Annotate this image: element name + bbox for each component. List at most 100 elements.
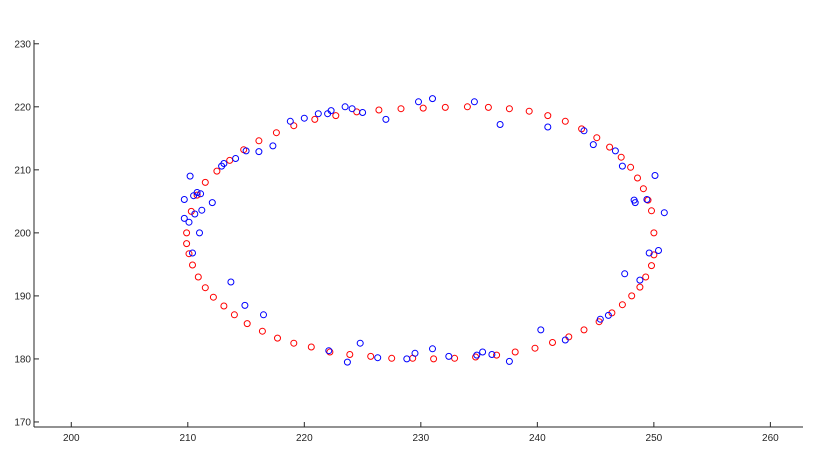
data-point <box>201 178 209 186</box>
data-point <box>403 355 411 363</box>
data-point <box>636 283 644 291</box>
data-point <box>397 105 405 113</box>
data-point <box>618 162 626 170</box>
data-point <box>511 348 519 356</box>
y-tick-label: 210 <box>14 165 31 176</box>
data-point <box>648 207 655 215</box>
data-point <box>290 339 298 347</box>
x-tick-label: 210 <box>179 433 196 444</box>
x-tick-label: 250 <box>646 433 663 444</box>
data-point <box>606 143 614 151</box>
data-point <box>589 141 597 149</box>
data-point <box>549 339 556 346</box>
data-point <box>473 351 481 359</box>
data-point <box>537 326 545 334</box>
data-point <box>660 209 668 217</box>
plot-area <box>180 95 668 366</box>
data-point <box>307 343 315 351</box>
y-tick-label: 220 <box>14 102 31 113</box>
data-point <box>561 117 569 125</box>
data-point <box>429 345 436 353</box>
data-point <box>650 229 658 237</box>
data-point <box>194 273 202 281</box>
data-point <box>290 122 298 130</box>
data-point <box>209 293 217 301</box>
data-point <box>227 278 235 286</box>
data-point <box>189 261 196 269</box>
y-tick-label: 200 <box>14 228 31 239</box>
x-tick-label: 230 <box>412 433 429 444</box>
data-point <box>367 352 375 360</box>
data-point <box>314 110 322 118</box>
data-point <box>531 344 539 352</box>
data-point <box>359 109 367 116</box>
data-point <box>311 115 319 123</box>
series-1 <box>180 95 668 366</box>
data-point <box>286 117 294 125</box>
data-point <box>419 104 427 112</box>
data-point <box>472 353 480 361</box>
data-point <box>544 123 552 131</box>
data-point <box>201 284 209 292</box>
data-point <box>213 167 221 175</box>
data-point <box>326 348 334 356</box>
data-point <box>258 327 266 335</box>
data-point <box>348 105 356 113</box>
data-point <box>451 354 459 362</box>
data-point <box>496 121 504 128</box>
data-point <box>191 210 199 218</box>
data-point <box>430 355 438 363</box>
data-point <box>356 339 364 347</box>
y-axis: 170 180 190 200 210 220 230 <box>14 39 39 428</box>
data-point <box>327 107 335 115</box>
data-point <box>628 292 636 300</box>
data-point <box>243 320 251 328</box>
data-point <box>341 103 349 111</box>
data-point <box>208 199 216 207</box>
y-tick-label: 190 <box>14 291 31 302</box>
data-point <box>180 196 188 203</box>
data-point <box>544 112 552 120</box>
data-point <box>617 153 625 161</box>
data-point <box>429 95 436 103</box>
data-point <box>655 247 662 254</box>
data-point <box>220 160 228 167</box>
data-point <box>300 114 308 122</box>
data-point <box>185 218 193 226</box>
data-point <box>470 98 478 106</box>
data-point <box>198 206 206 214</box>
data-point <box>415 98 422 106</box>
data-point <box>441 103 449 111</box>
data-point <box>274 334 281 342</box>
data-point <box>255 148 263 156</box>
data-point <box>382 115 390 123</box>
data-point <box>648 262 655 270</box>
data-point <box>642 273 650 281</box>
data-point <box>596 315 604 323</box>
data-point <box>255 137 263 145</box>
data-point <box>241 301 249 309</box>
data-point <box>593 134 601 142</box>
data-point <box>186 172 194 180</box>
data-point <box>479 348 487 356</box>
series-0 <box>183 103 658 363</box>
data-point <box>183 229 191 237</box>
data-point <box>242 147 250 155</box>
data-point <box>525 107 533 115</box>
data-point <box>650 251 658 259</box>
data-point <box>611 147 619 155</box>
data-point <box>618 301 626 309</box>
data-point <box>375 106 383 114</box>
data-point <box>189 249 196 257</box>
data-point <box>634 174 641 182</box>
data-point <box>505 105 513 113</box>
data-point <box>604 311 612 319</box>
data-point <box>411 349 419 357</box>
x-tick-label: 260 <box>762 433 779 444</box>
data-point <box>374 354 382 362</box>
data-point <box>272 129 280 137</box>
data-point <box>343 358 351 366</box>
data-point <box>185 250 193 258</box>
data-point <box>488 351 496 358</box>
